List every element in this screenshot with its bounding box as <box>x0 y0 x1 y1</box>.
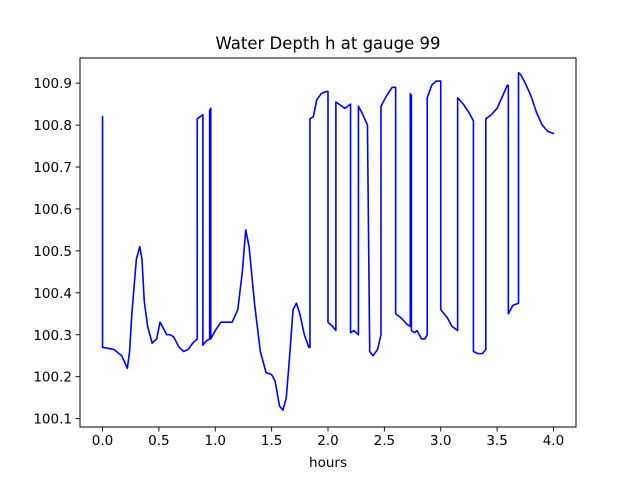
x-tick-label: 2.5 <box>374 433 395 449</box>
series-line <box>101 71 555 412</box>
y-tick-label: 100.8 <box>33 118 72 134</box>
y-tick-label: 100.9 <box>33 76 72 92</box>
y-axis-ticks: 100.1 100.2 100.3 100.4 100.5 100.6 100.7 100.8… <box>33 76 80 428</box>
x-tick-label: 1.0 <box>205 433 226 449</box>
plot-frame <box>79 57 577 428</box>
x-tick-label: 1.5 <box>261 433 282 449</box>
y-tick-label: 100.4 <box>33 286 72 302</box>
x-tick-label: 4.0 <box>543 433 564 449</box>
y-tick-label: 100.5 <box>33 244 72 260</box>
y-tick-label: 100.6 <box>33 202 72 218</box>
y-tick-label: 100.3 <box>33 328 72 344</box>
x-tick-label: 3.5 <box>486 433 507 449</box>
chart-title: Water Depth h at gauge 99 <box>216 34 441 53</box>
y-tick-label: 100.2 <box>33 370 72 386</box>
x-tick-label: 3.0 <box>430 433 451 449</box>
y-tick-label: 100.7 <box>33 160 72 176</box>
x-axis-ticks: 0.0 0.5 1.0 1.5 2.0 2.5 3.0 3.5 4.0 <box>92 427 564 449</box>
series-layer <box>101 71 555 412</box>
y-tick-label: 100.1 <box>33 412 72 428</box>
x-axis-label: hours <box>309 455 347 471</box>
x-tick-label: 2.0 <box>317 433 338 449</box>
x-tick-label: 0.0 <box>92 433 113 449</box>
x-tick-label: 0.5 <box>148 433 169 449</box>
